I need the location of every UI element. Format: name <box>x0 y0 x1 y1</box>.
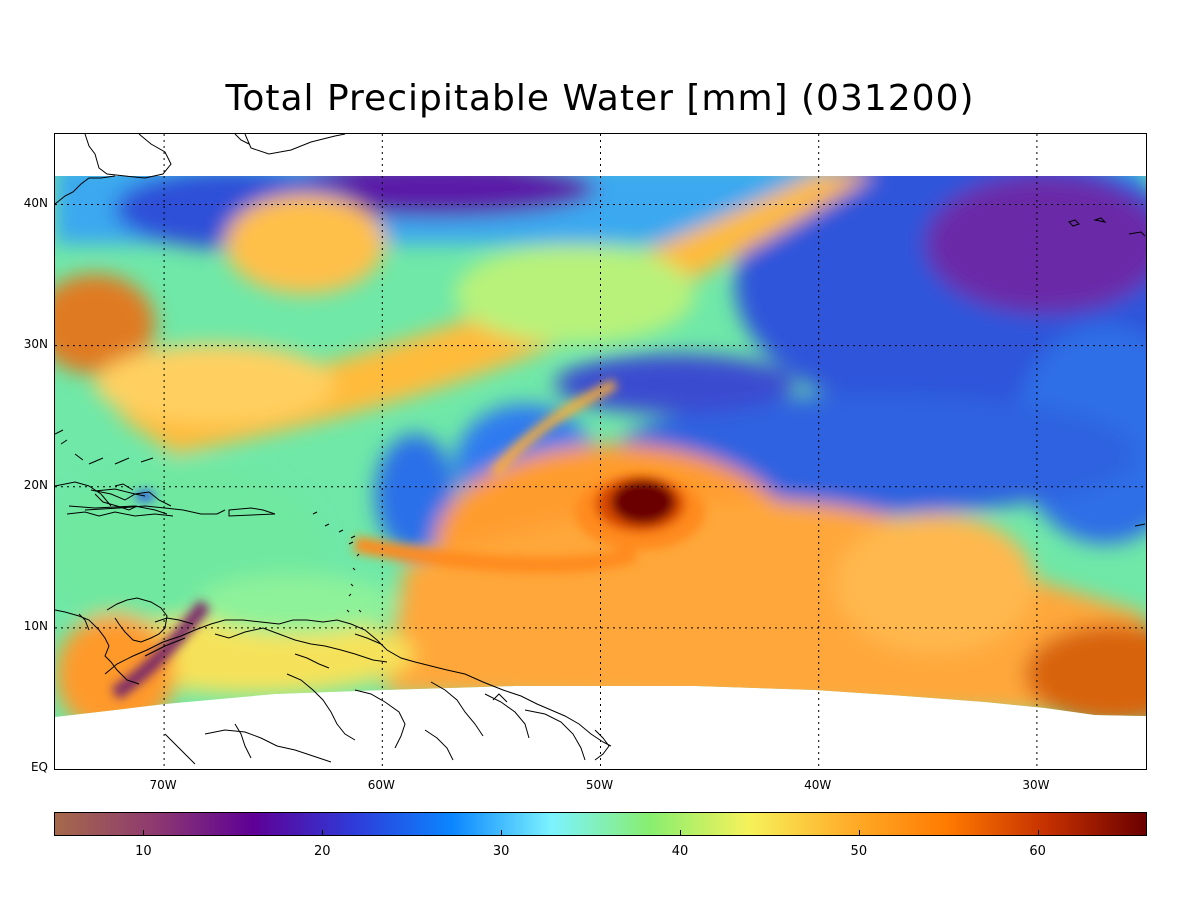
colorbar-tick-20: 20 <box>313 844 331 859</box>
colorbar-tick-mark-30 <box>501 830 503 835</box>
coastlines <box>55 134 1146 765</box>
colorbar-tick-mark-20 <box>322 830 324 835</box>
pw-field <box>55 176 1146 717</box>
lat-label-40N: 40N <box>23 195 48 210</box>
lat-label-EQ: EQ <box>30 760 48 774</box>
lon-label-40W: 40W <box>804 778 832 792</box>
lon-label-70W: 70W <box>149 778 177 792</box>
colorbar-tick-30: 30 <box>492 844 510 859</box>
map-title: Total Precipitable Water [mm] (031200) <box>225 78 975 119</box>
lat-label-30N: 30N <box>23 336 48 351</box>
colorbar-tick-mark-50 <box>858 830 860 835</box>
lon-label-60W: 60W <box>367 778 395 792</box>
lat-label-20N: 20N <box>23 477 48 492</box>
graticule <box>55 134 1146 769</box>
colorbar-tick-mark-40 <box>679 830 681 835</box>
colorbar-tick-40: 40 <box>671 844 689 859</box>
colorbar-tick-50: 50 <box>850 844 868 859</box>
map-svg <box>55 134 1146 769</box>
colorbar-tick-60: 60 <box>1029 844 1046 859</box>
lon-label-50W: 50W <box>585 778 614 792</box>
colorbar-tick-10: 10 <box>135 844 152 859</box>
colorbar <box>54 812 1147 836</box>
precipitable-water-map <box>54 133 1147 770</box>
lon-label-30W: 30W <box>1022 778 1050 792</box>
lat-label-10N: 10N <box>23 618 48 633</box>
colorbar-tick-mark-60 <box>1037 830 1039 835</box>
colorbar-tick-mark-10 <box>143 830 145 835</box>
